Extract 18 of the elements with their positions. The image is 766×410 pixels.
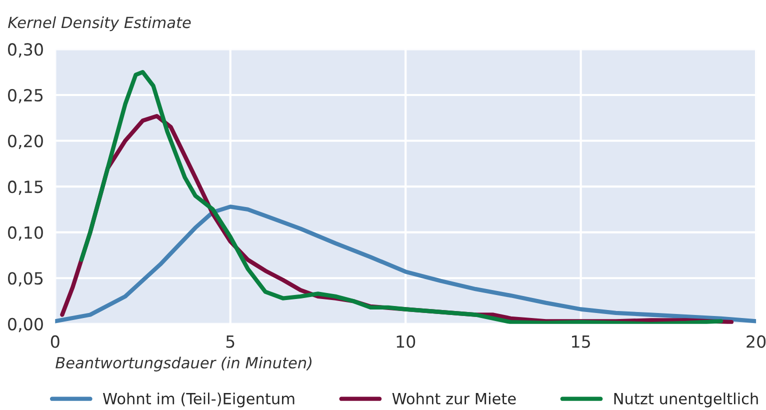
y-axis-title: Kernel Density Estimate (8, 16, 191, 32)
line-series (79, 70, 724, 324)
legend-label: Wohnt zur Miete (392, 392, 516, 404)
y-tick-label: 0,25 (8, 88, 43, 104)
x-tick-label: 0 (50, 335, 60, 348)
y-tick-label: 0,30 (8, 43, 43, 58)
legend-label: Nutzt unentgeltlich (614, 392, 758, 408)
y-tick-label: 0,10 (8, 226, 43, 241)
y-tick-label: 0,20 (8, 134, 43, 150)
y-tick-label: 0,15 (8, 180, 43, 195)
y-tick-label: 0,00 (8, 318, 43, 332)
x-tick-label: 15 (572, 336, 590, 348)
x-tick-label: 5 (226, 336, 234, 348)
x-tick-label: 20 (746, 335, 766, 348)
y-tick-label: 0,05 (8, 272, 43, 286)
x-axis-title: Beantwortungsdauer (in Minuten) (56, 356, 312, 372)
x-tick-label: 10 (396, 335, 416, 348)
legend-label: Wohnt im (Teil-)Eigentum (102, 392, 294, 408)
